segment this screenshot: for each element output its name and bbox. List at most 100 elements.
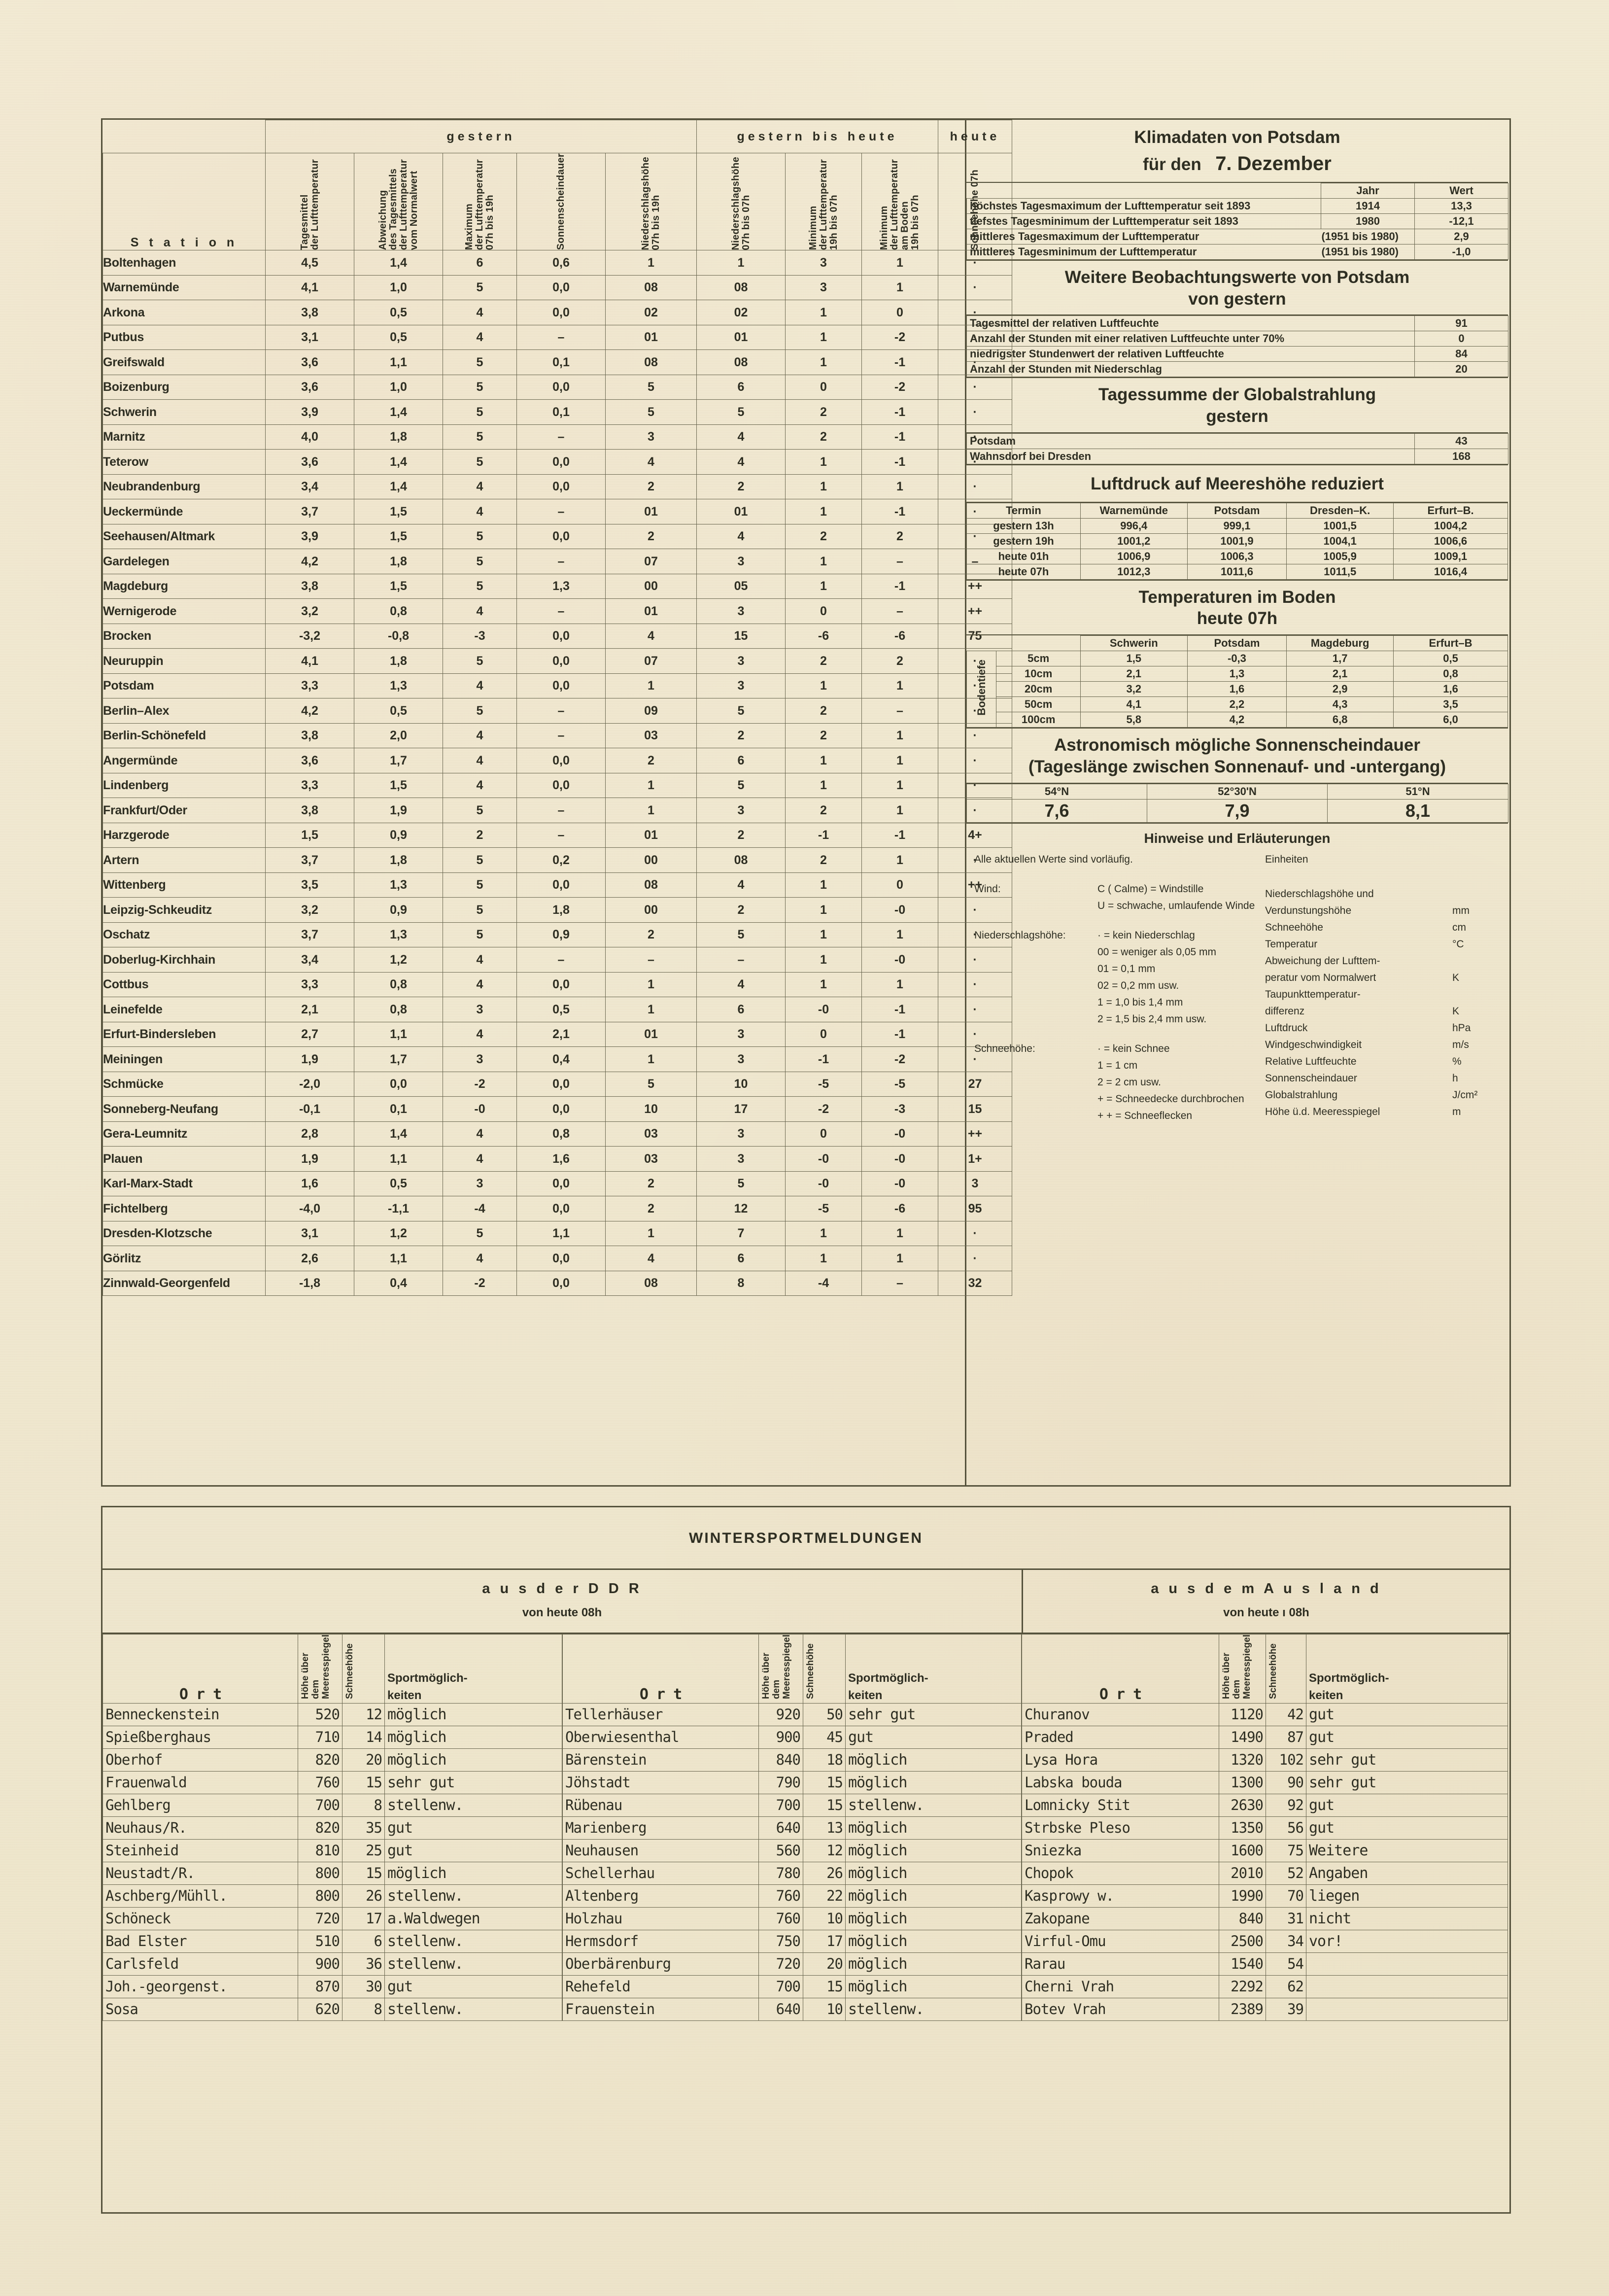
- table-row: Schwerin 3,9 1,4 5 0,1 5 5 2 -1 ·: [103, 399, 1012, 425]
- station-value: 1,4: [354, 399, 443, 425]
- header-maximum: Maximum der Lufttemperatur 07h bis 19h: [443, 152, 517, 251]
- station-name: Schwerin: [103, 399, 266, 425]
- table-row: Berlin-Schönefeld 3,8 2,0 4–03 2 2 1 ·: [103, 723, 1012, 749]
- station-value: 07: [605, 549, 697, 574]
- hinweise-group: Niederschlagshöhe: · = kein Niederschlag 0…: [974, 927, 1265, 1028]
- boden-value: 1,7: [1286, 651, 1394, 666]
- boden-value: 3,2: [1080, 681, 1188, 697]
- hinweise-key: [974, 1011, 1097, 1028]
- luftdruck-head-row: Termin Warnemünde Potsdam Dresden–K. Erfurt–…: [966, 502, 1508, 519]
- wintersport-moeglichkeit: möglich: [845, 1975, 1022, 1998]
- table-row: Greifswald 3,6 1,1 5 0,1 08 08 1 -1 ·: [103, 349, 1012, 375]
- station-value: 4: [605, 1246, 697, 1271]
- station-name: Neubrandenburg: [103, 474, 266, 500]
- einheiten-row: Temperatur °C: [1265, 936, 1497, 953]
- einheiten-name: Sonnenscheindauer: [1265, 1072, 1357, 1084]
- station-value: 6: [443, 250, 517, 276]
- station-value: 5: [443, 847, 517, 873]
- station-value: 2: [785, 847, 862, 873]
- station-value: 03: [605, 1121, 697, 1147]
- station-value: 0,5: [516, 997, 606, 1022]
- station-value: 4,1: [265, 648, 354, 674]
- station-value: 5: [605, 374, 697, 400]
- list-item: Lomnicky Stit 2630 92 gut: [1022, 1793, 1508, 1817]
- sonnenschein-title-line2: (Tageslänge zwischen Sonnenauf- und -unt…: [1028, 757, 1446, 776]
- station-value: 3,1: [265, 1220, 354, 1247]
- station-value: 3,5: [265, 872, 354, 898]
- wintersport-hoehe: 790: [758, 1771, 803, 1794]
- station-value: 4: [605, 623, 697, 649]
- wintersport-col-sport: Sportmöglich- keiten: [845, 1634, 1022, 1704]
- wintersport-col-ort: O r t: [1022, 1634, 1219, 1704]
- station-value: 1,3: [516, 573, 606, 599]
- boden-value: 3,5: [1393, 696, 1508, 712]
- station-value: 6: [696, 1246, 786, 1271]
- station-value: -0: [443, 1096, 517, 1122]
- hinweise-value: 1 = 1,0 bis 1,4 mm: [1097, 996, 1183, 1008]
- station-value: 5: [443, 872, 517, 898]
- wintersport-moeglichkeit: stellenw.: [384, 1793, 562, 1817]
- table-row: Wittenberg 3,5 1,3 5 0,0 08 4 1 0 ++: [103, 872, 1012, 898]
- boden-value: 6,8: [1286, 712, 1394, 728]
- wintersport-hoehe: 760: [298, 1771, 342, 1794]
- station-name: Wernigerode: [103, 598, 266, 624]
- wintersport-title: WINTERSPORTMELDUNGEN: [103, 1507, 1509, 1570]
- station-value: 07: [605, 648, 697, 674]
- station-value: 1,6: [265, 1171, 354, 1197]
- station-value: -0: [861, 1171, 938, 1197]
- station-value: 2: [696, 897, 786, 923]
- table-row: Görlitz 2,6 1,1 4 0,0 4 6 1 1 ·: [103, 1246, 1012, 1271]
- station-value: 0,6: [516, 250, 606, 276]
- luftdruck-termin: gestern 19h: [966, 533, 1081, 549]
- boden-value: 1,6: [1393, 681, 1508, 697]
- station-value: -3,2: [265, 623, 354, 649]
- hinweise-line: U = schwache, umlaufende Winde: [974, 898, 1265, 914]
- station-value: 1,4: [354, 250, 443, 276]
- wintersport-ort: Rarau: [1022, 1952, 1219, 1976]
- einheiten-name: Globalstrahlung: [1265, 1089, 1338, 1101]
- station-name: Boizenburg: [103, 374, 266, 400]
- wintersport-schneehoehe: 36: [342, 1952, 385, 1976]
- station-name: Harzgerode: [103, 822, 266, 848]
- wintersport-moeglichkeit: Angaben: [1306, 1861, 1508, 1885]
- globalstrahlung-value: 168: [1414, 448, 1508, 464]
- list-item: Bärenstein 840 18 möglich: [562, 1748, 1022, 1772]
- wintersport-hoehe: 900: [298, 1952, 342, 1976]
- station-value: 1,3: [354, 872, 443, 898]
- wintersport-head-row: O r t Höhe über dem Meeresspiegel Schneehö…: [103, 1634, 562, 1704]
- klimadaten-jahr: 1914: [1321, 198, 1415, 214]
- klimadaten-title: Klimadaten von Potsdam für den 7. Dezemb…: [966, 120, 1508, 183]
- station-value: 1: [861, 847, 938, 873]
- header-minimum-luft-label: Minimum der Lufttemperatur 19h bis 07h: [807, 159, 839, 250]
- station-name: Warnemünde: [103, 275, 266, 301]
- globalstrahlung-title-line2: gestern: [1206, 407, 1268, 426]
- station-value: -5: [861, 1071, 938, 1097]
- station-name: Fichtelberg: [103, 1196, 266, 1221]
- station-value: –: [516, 723, 606, 749]
- boden-col-head: Magdeburg: [1286, 635, 1394, 651]
- luftdruck-value: 1011,5: [1286, 563, 1394, 580]
- station-value: 01: [605, 822, 697, 848]
- station-value: 3: [696, 1146, 786, 1172]
- wintersport-ort: Frauenstein: [562, 1997, 759, 2021]
- wintersport-hoehe: 510: [298, 1929, 342, 1953]
- station-value: 7: [696, 1220, 786, 1247]
- hinweise-line: 2 = 1,5 bis 2,4 mm usw.: [974, 1011, 1265, 1028]
- wintersport-hoehe: 760: [758, 1884, 803, 1908]
- wintersport-hoehe: 1600: [1219, 1839, 1266, 1862]
- boden-value: 2,1: [1080, 666, 1188, 682]
- station-value: 3,8: [265, 798, 354, 823]
- klimadaten-row: höchstes Tagesmaximum der Lufttemperatur…: [966, 198, 1508, 214]
- station-value: 5: [443, 549, 517, 574]
- station-value: 0,0: [516, 1071, 606, 1097]
- einheiten-unit: K: [1452, 1005, 1460, 1017]
- einheiten-name: Temperatur: [1265, 938, 1318, 950]
- station-value: 1: [785, 872, 862, 898]
- wintersport-schneehoehe: 62: [1266, 1975, 1306, 1998]
- station-value: -1: [861, 997, 938, 1022]
- wintersport-hoehe: 820: [298, 1816, 342, 1840]
- header-niederschlag-19h-label: Niederschlagshöhe 07h bis 19h: [640, 156, 661, 250]
- station-value: 1,1: [354, 1021, 443, 1047]
- wintersport-hoehe: 640: [758, 1997, 803, 2021]
- station-value: ·: [938, 275, 1012, 301]
